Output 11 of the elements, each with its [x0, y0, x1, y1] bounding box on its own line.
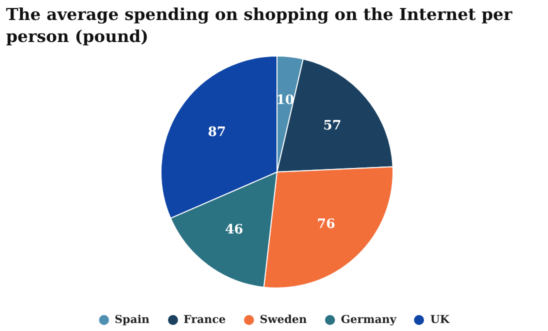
data-label: 76 — [317, 217, 336, 232]
legend-label: Germany — [340, 313, 396, 326]
data-label: 57 — [323, 118, 342, 134]
data-label: 10 — [276, 93, 294, 108]
legend-label: Spain — [114, 313, 150, 326]
legend-label: Sweden — [260, 313, 307, 326]
data-label: 46 — [225, 222, 244, 238]
chart-title: The average spending on shopping on the Internet per person (pound) — [6, 4, 514, 48]
data-label: 87 — [208, 125, 226, 140]
legend-label: UK — [430, 313, 450, 326]
legend-label: France — [184, 313, 226, 326]
